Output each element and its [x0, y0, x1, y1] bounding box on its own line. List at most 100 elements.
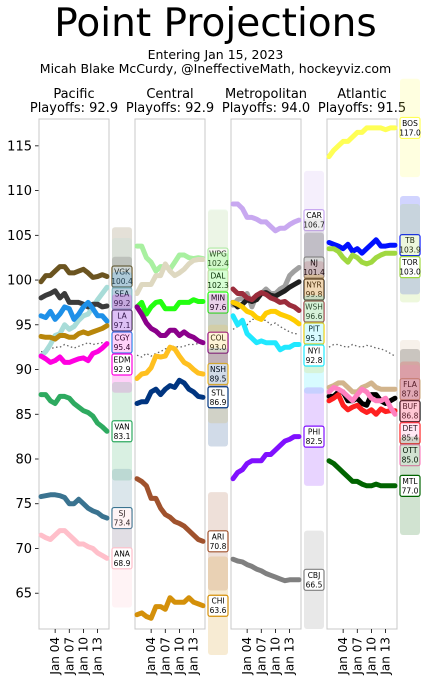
team-projection-value: 86.8: [402, 412, 419, 421]
chart-credit: Micah Blake McCurdy, @IneffectiveMath, h…: [39, 61, 392, 76]
x-tick-label: Jan 04: [144, 637, 158, 676]
team-label-box: [111, 506, 133, 530]
y-tick-label: 100: [7, 274, 32, 289]
x-tick-label: Jan 07: [350, 637, 364, 676]
division-name: Metropolitan: [225, 87, 307, 102]
team-projection-value: 102.3: [207, 281, 229, 290]
team-label-box: [399, 378, 421, 401]
x-tick-label: Jan 10: [76, 637, 90, 676]
panel-frame: [230, 118, 302, 630]
team-projection-value: 95.4: [114, 343, 131, 352]
team-abbr-label: PHI: [308, 428, 320, 437]
team-abbr-label: CHI: [211, 597, 224, 606]
x-tick-label: Jan 13: [283, 637, 297, 676]
y-tick-label: 75: [15, 497, 32, 512]
series-line-chi: [134, 595, 206, 621]
team-abbr-label: LA: [117, 311, 127, 320]
team-projection-value: 100.4: [111, 277, 133, 286]
team-projection-value: 83.1: [114, 432, 131, 441]
team-projection-value: 63.6: [210, 606, 227, 615]
x-tick-label: Jan 04: [336, 637, 350, 676]
team-label-box: [399, 116, 421, 140]
team-projection-value: 99.2: [114, 299, 131, 308]
series-line-mtl: [326, 458, 398, 489]
team-projection-value: 103.9: [399, 246, 421, 255]
y-tick-label: 110: [7, 184, 32, 199]
chart-title: Point Projections: [54, 1, 377, 46]
team-abbr-label: WSH: [305, 303, 323, 312]
team-label-box: [303, 209, 325, 232]
x-tick-label: Jan 10: [172, 637, 186, 676]
team-label-box: [303, 322, 325, 345]
division-playoff-line-label: Playoffs: 94.0: [222, 101, 310, 116]
series-line-cbj: [230, 556, 302, 584]
series-line-dal: [134, 257, 206, 296]
series-line-col: [134, 304, 206, 346]
x-tick-label: Jan 13: [91, 637, 105, 676]
team-label-box: [399, 400, 421, 423]
team-projection-value: 97.1: [114, 321, 131, 330]
team-label-box: [207, 362, 229, 386]
team-projection-value: 77.0: [402, 486, 419, 495]
y-tick-label: 70: [15, 542, 32, 557]
division-name: Central: [146, 87, 193, 102]
y-tick-label: 80: [15, 453, 32, 468]
team-abbr-label: EDM: [114, 355, 131, 364]
team-label-box: [207, 291, 229, 314]
series-line-tb: [326, 237, 398, 256]
panel-frame: [326, 118, 398, 630]
division-name: Atlantic: [337, 87, 386, 102]
playoff-line: [328, 343, 396, 357]
team-label-box: [207, 386, 229, 409]
series-line-car: [230, 201, 302, 234]
team-label-box: [207, 594, 229, 617]
series-line-phi: [230, 434, 302, 482]
team-abbr-label: CGY: [114, 333, 130, 342]
team-label-box: [111, 265, 133, 288]
team-projection-value: 95.1: [306, 334, 323, 343]
team-label-box: [111, 420, 133, 443]
team-projection-value: 102.4: [207, 259, 229, 268]
projection-band: [112, 294, 132, 393]
team-label-box: [207, 247, 229, 270]
team-label-box: [111, 287, 133, 310]
x-tick-label: Jan 13: [379, 637, 393, 676]
series-line-edm: [38, 341, 110, 365]
team-projection-value: 92.9: [114, 365, 131, 374]
series-line-min: [134, 297, 206, 317]
series-line-tor: [326, 246, 398, 267]
team-projection-value: 99.8: [306, 290, 323, 299]
team-projection-value: 70.8: [210, 542, 227, 551]
x-tick-label: Jan 13: [187, 637, 201, 676]
team-abbr-label: MTL: [402, 477, 418, 486]
team-abbr-label: BUF: [403, 402, 418, 411]
team-label-box: [399, 422, 421, 445]
series-line-nsh: [134, 344, 206, 381]
team-projection-value: 86.9: [210, 398, 227, 407]
team-projection-value: 82.5: [306, 437, 323, 446]
team-abbr-label: VGK: [114, 267, 131, 276]
series-line-ott: [326, 384, 398, 417]
team-label-box: [111, 331, 133, 354]
team-projection-value: 97.6: [210, 303, 227, 312]
series-line-nyi: [230, 313, 302, 353]
team-label-box: [399, 444, 421, 467]
team-abbr-label: DAL: [211, 272, 227, 281]
team-abbr-label: BOS: [402, 119, 418, 128]
team-label-box: [399, 474, 421, 497]
team-abbr-label: VAN: [114, 422, 129, 431]
team-projection-value: 106.7: [303, 221, 325, 230]
team-label-box: [303, 300, 325, 323]
y-tick-label: 90: [15, 363, 32, 378]
x-tick-label: Jan 07: [254, 637, 268, 676]
team-abbr-label: WPG: [209, 250, 227, 259]
team-abbr-label: TOR: [401, 258, 418, 267]
team-projection-value: 68.9: [114, 559, 131, 568]
series-line-vgk: [38, 264, 110, 285]
team-label-box: [207, 530, 229, 553]
team-abbr-label: CBJ: [308, 571, 321, 580]
